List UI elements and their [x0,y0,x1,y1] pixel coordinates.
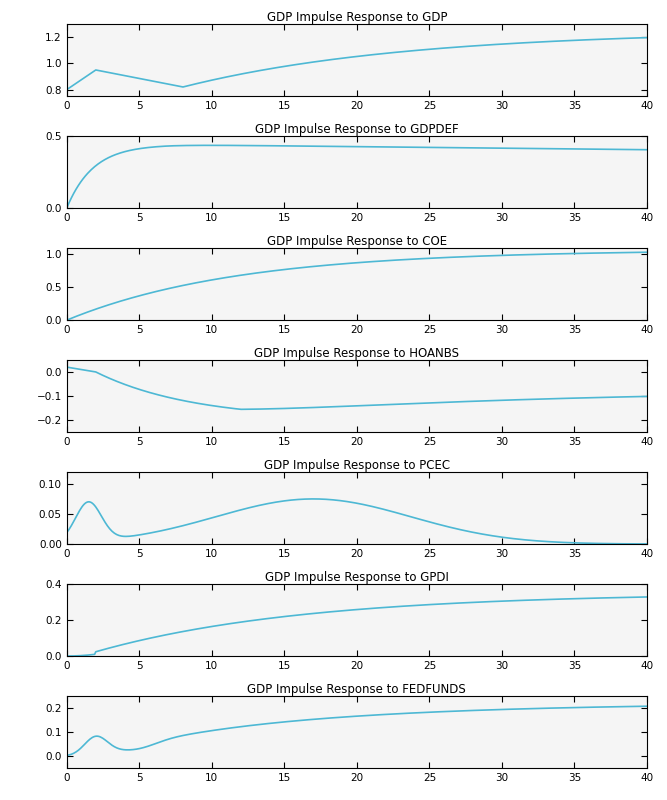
Title: GDP Impulse Response to HOANBS: GDP Impulse Response to HOANBS [254,347,460,360]
Title: GDP Impulse Response to COE: GDP Impulse Response to COE [267,235,447,248]
Title: GDP Impulse Response to GDP: GDP Impulse Response to GDP [267,11,447,24]
Title: GDP Impulse Response to FEDFUNDS: GDP Impulse Response to FEDFUNDS [247,683,466,696]
Title: GDP Impulse Response to PCEC: GDP Impulse Response to PCEC [263,459,450,472]
Title: GDP Impulse Response to GDPDEF: GDP Impulse Response to GDPDEF [255,123,459,136]
Title: GDP Impulse Response to GPDI: GDP Impulse Response to GPDI [265,571,449,584]
